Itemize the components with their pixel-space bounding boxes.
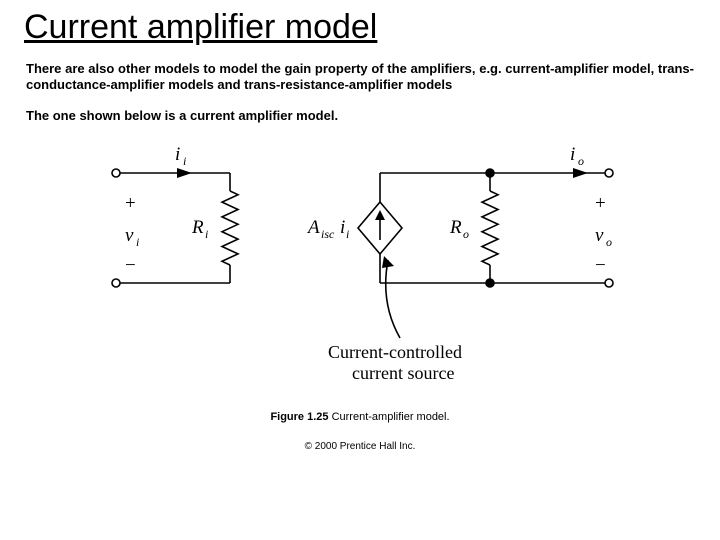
caption-label: Figure 1.25 (270, 411, 328, 423)
svg-text:v: v (125, 225, 134, 246)
svg-text:current source: current source (352, 363, 454, 383)
caption-text: Current-amplifier model. (329, 411, 450, 423)
svg-text:v: v (595, 225, 604, 246)
svg-text:i: i (570, 144, 575, 165)
lead-paragraph: The one shown below is a current amplifi… (0, 94, 720, 123)
svg-text:i: i (136, 235, 139, 249)
svg-text:−: − (595, 255, 606, 276)
svg-text:i: i (340, 217, 345, 238)
svg-text:o: o (578, 154, 584, 168)
svg-text:o: o (606, 235, 612, 249)
intro-paragraph: There are also other models to model the… (0, 51, 720, 94)
copyright-line: © 2000 Prentice Hall Inc. (0, 423, 720, 452)
svg-text:i: i (175, 144, 180, 165)
svg-text:A: A (306, 217, 320, 238)
svg-text:i: i (205, 227, 208, 241)
svg-text:R: R (449, 217, 462, 238)
circuit-diagram: ii+vi−RiioRo+vo−AisciiCurrent-controlled… (0, 123, 720, 403)
svg-text:R: R (191, 217, 204, 238)
svg-text:isc: isc (321, 227, 335, 241)
page-title: Current amplifier model (0, 0, 720, 51)
svg-text:+: + (595, 193, 606, 214)
svg-text:Current-controlled: Current-controlled (328, 342, 462, 362)
figure-caption: Figure 1.25 Current-amplifier model. (0, 403, 720, 423)
svg-text:o: o (463, 227, 469, 241)
svg-text:−: − (125, 255, 136, 276)
svg-text:+: + (125, 193, 136, 214)
svg-text:i: i (346, 227, 349, 241)
svg-text:i: i (183, 154, 186, 168)
